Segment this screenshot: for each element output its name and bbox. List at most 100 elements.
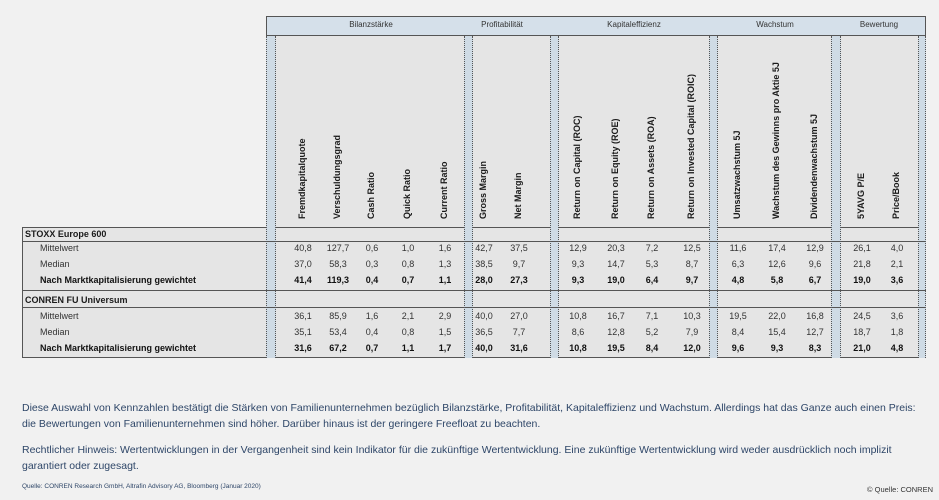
column-header: Return on Assets (ROA) — [646, 116, 656, 219]
table-cell: 4,8 — [890, 343, 904, 353]
table-cell: 8,7 — [685, 259, 699, 269]
row-label: Median — [40, 259, 70, 269]
table-cell: 26,1 — [853, 243, 871, 253]
table-body — [22, 227, 926, 358]
table-header — [266, 16, 926, 227]
table-cell: 2,1 — [401, 311, 415, 321]
table-cell: 40,0 — [475, 311, 493, 321]
table-cell: 2,9 — [438, 311, 452, 321]
column-header: Dividendenwachstum 5J — [809, 113, 819, 219]
table-cell: 10,3 — [683, 311, 701, 321]
column-separator — [464, 36, 473, 358]
table-cell: 11,6 — [729, 243, 747, 253]
row-label: Mittelwert — [40, 311, 79, 321]
row-label: Mittelwert — [40, 243, 79, 253]
table-cell: 10,8 — [569, 343, 587, 353]
table-cell: 17,4 — [768, 243, 786, 253]
row-label: Nach Marktkapitalisierung gewichtet — [40, 343, 197, 353]
group-header-3: Wachstum — [756, 20, 794, 29]
column-header: 5YAVG P/E — [856, 172, 866, 219]
table-cell: 36,5 — [475, 327, 493, 337]
group-header-4: Bewertung — [859, 20, 899, 29]
table-cell: 12,7 — [806, 327, 824, 337]
table-cell: 7,2 — [645, 243, 659, 253]
column-header: Return on Invested Capital (ROIC) — [686, 73, 696, 219]
table-cell: 119,3 — [326, 275, 350, 285]
column-separator — [831, 36, 841, 358]
column-separator — [266, 36, 276, 358]
table-cell: 1,1 — [401, 343, 415, 353]
table-cell: 9,6 — [808, 259, 822, 269]
section-divider — [22, 241, 926, 242]
table-cell: 27,0 — [510, 311, 528, 321]
table-cell: 0,4 — [365, 275, 379, 285]
table-cell: 19,0 — [607, 275, 625, 285]
column-header: Price/Book — [891, 171, 901, 219]
table-cell: 5,3 — [645, 259, 659, 269]
column-header: Wachstum des Gewinns pro Aktie 5J — [771, 62, 781, 219]
table-cell: 20,3 — [607, 243, 625, 253]
table-cell: 1,7 — [438, 343, 452, 353]
column-header: Current Ratio — [439, 161, 449, 219]
row-label: Nach Marktkapitalisierung gewichtet — [40, 275, 197, 285]
table-cell: 19,0 — [853, 275, 871, 285]
group-header-1: Profitabilität — [481, 20, 523, 29]
table-cell: 5,2 — [645, 327, 659, 337]
table-cell: 35,1 — [294, 327, 312, 337]
section-title: STOXX Europe 600 — [25, 229, 107, 239]
table-cell: 14,7 — [607, 259, 625, 269]
table-cell: 5,8 — [770, 275, 784, 285]
table-cell: 3,6 — [890, 311, 904, 321]
table-cell: 1,6 — [365, 311, 379, 321]
table-cell: 37,5 — [510, 243, 528, 253]
column-separator — [709, 36, 718, 358]
table-cell: 6,7 — [808, 275, 822, 285]
column-header: Net Margin — [513, 172, 523, 219]
table-cell: 8,4 — [731, 327, 745, 337]
table-cell: 40,8 — [294, 243, 312, 253]
table-cell: 0,7 — [365, 343, 379, 353]
table-cell: 12,0 — [683, 343, 701, 353]
table-cell: 8,4 — [645, 343, 659, 353]
column-separator — [550, 36, 559, 358]
table-cell: 21,0 — [853, 343, 871, 353]
column-header: Cash Ratio — [366, 171, 376, 219]
table-cell: 24,5 — [853, 311, 871, 321]
table-cell: 27,3 — [510, 275, 528, 285]
table-cell: 19,5 — [729, 311, 747, 321]
table-cell: 1,3 — [438, 259, 452, 269]
table-cell: 3,6 — [890, 275, 904, 285]
table-cell: 0,8 — [401, 259, 415, 269]
column-header: Verschuldungsgrad — [332, 134, 342, 219]
table-cell: 0,3 — [365, 259, 379, 269]
column-header: Gross Margin — [478, 160, 488, 219]
table-cell: 1,8 — [890, 327, 904, 337]
table-cell: 67,2 — [329, 343, 347, 353]
table-cell: 12,9 — [569, 243, 587, 253]
table-cell: 31,6 — [510, 343, 528, 353]
table-cell: 53,4 — [329, 327, 347, 337]
table-cell: 22,0 — [768, 311, 786, 321]
legal-notice: Rechtlicher Hinweis: Wertentwicklungen i… — [22, 444, 892, 472]
table-cell: 9,7 — [685, 275, 699, 285]
column-header: Fremdkapitalquote — [297, 138, 307, 219]
table-cell: 0,7 — [401, 275, 415, 285]
group-header-2: Kapitaleffizienz — [607, 20, 661, 29]
table-cell: 8,6 — [571, 327, 585, 337]
table-cell: 4,0 — [890, 243, 904, 253]
column-header: Return on Equity (ROE) — [610, 118, 620, 220]
table-cell: 85,9 — [329, 311, 347, 321]
table-cell: 2,1 — [890, 259, 904, 269]
table-cell: 10,8 — [569, 311, 587, 321]
table-cell: 1,6 — [438, 243, 452, 253]
table-cell: 9,7 — [512, 259, 526, 269]
table-cell: 28,0 — [475, 275, 493, 285]
column-header: Return on Capital (ROC) — [572, 115, 582, 220]
table-cell: 58,3 — [329, 259, 347, 269]
summary-text: Diese Auswahl von Kennzahlen bestätigt d… — [22, 402, 916, 430]
table-cell: 38,5 — [475, 259, 493, 269]
table-cell: 6,4 — [645, 275, 659, 285]
row-label: Median — [40, 327, 70, 337]
table-cell: 41,4 — [294, 275, 312, 285]
table-cell: 9,3 — [770, 343, 784, 353]
